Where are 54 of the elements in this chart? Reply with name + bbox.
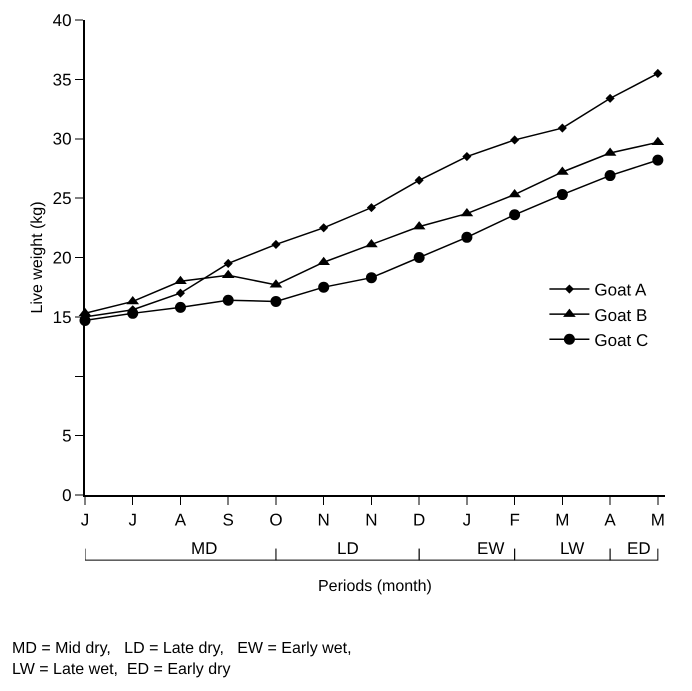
text: MD xyxy=(191,539,218,558)
x-tick-label: N xyxy=(365,510,378,530)
point xyxy=(414,176,424,185)
y-tick-label: 35 xyxy=(52,70,72,90)
x-tick-label: F xyxy=(509,510,520,530)
x-tick-label: A xyxy=(604,510,616,530)
point xyxy=(462,152,472,162)
point xyxy=(270,296,282,307)
x-tick-label: J xyxy=(80,510,90,530)
legend-label: Goat A xyxy=(594,280,648,300)
y-tick-label: 25 xyxy=(52,189,72,208)
point xyxy=(318,282,330,293)
x-tick-label: M xyxy=(555,510,570,530)
point xyxy=(271,240,280,249)
y-tick-label: 0 xyxy=(62,486,72,505)
x-tick-label: M xyxy=(650,510,665,530)
point xyxy=(414,252,425,263)
text: MD = Mid dry, LD = Late dry, EW = Early wet, LW = Late wet, ED = Early dry xyxy=(12,640,352,678)
y-tick-label: 30 xyxy=(52,130,72,149)
point xyxy=(461,232,472,243)
point xyxy=(558,124,567,133)
y-tick-label: 5 xyxy=(62,426,72,446)
y-axis-title: Live weight (kg) xyxy=(29,201,46,314)
point xyxy=(606,94,615,103)
x-axis-title: Periods (month) xyxy=(318,578,432,595)
x-tick-label: A xyxy=(174,510,187,530)
point xyxy=(556,189,568,200)
point xyxy=(604,170,616,182)
y-tick-label: 40 xyxy=(52,10,72,30)
point xyxy=(653,68,662,78)
y-tick-label: 20 xyxy=(52,248,72,268)
point xyxy=(366,203,376,212)
y-tick-label: 15 xyxy=(52,308,72,327)
point xyxy=(222,294,234,306)
x-tick-label: O xyxy=(269,510,283,530)
point xyxy=(510,135,520,144)
text: LW xyxy=(560,539,584,558)
point xyxy=(366,272,377,284)
point xyxy=(319,223,328,232)
text: ED xyxy=(627,539,651,558)
x-tick-label: S xyxy=(222,510,234,530)
x-tick-label: N xyxy=(318,510,330,530)
point xyxy=(176,288,186,298)
point xyxy=(509,209,520,220)
legend-label: Goat C xyxy=(594,330,648,350)
point xyxy=(652,154,664,166)
x-tick-label: D xyxy=(413,510,426,530)
x-tick-label: J xyxy=(128,510,137,530)
x-tick-label: J xyxy=(462,510,472,530)
legend-label: Goat B xyxy=(594,306,648,325)
text: LD xyxy=(337,539,359,558)
point xyxy=(224,258,233,268)
text: EW xyxy=(477,539,504,558)
point xyxy=(174,302,186,313)
